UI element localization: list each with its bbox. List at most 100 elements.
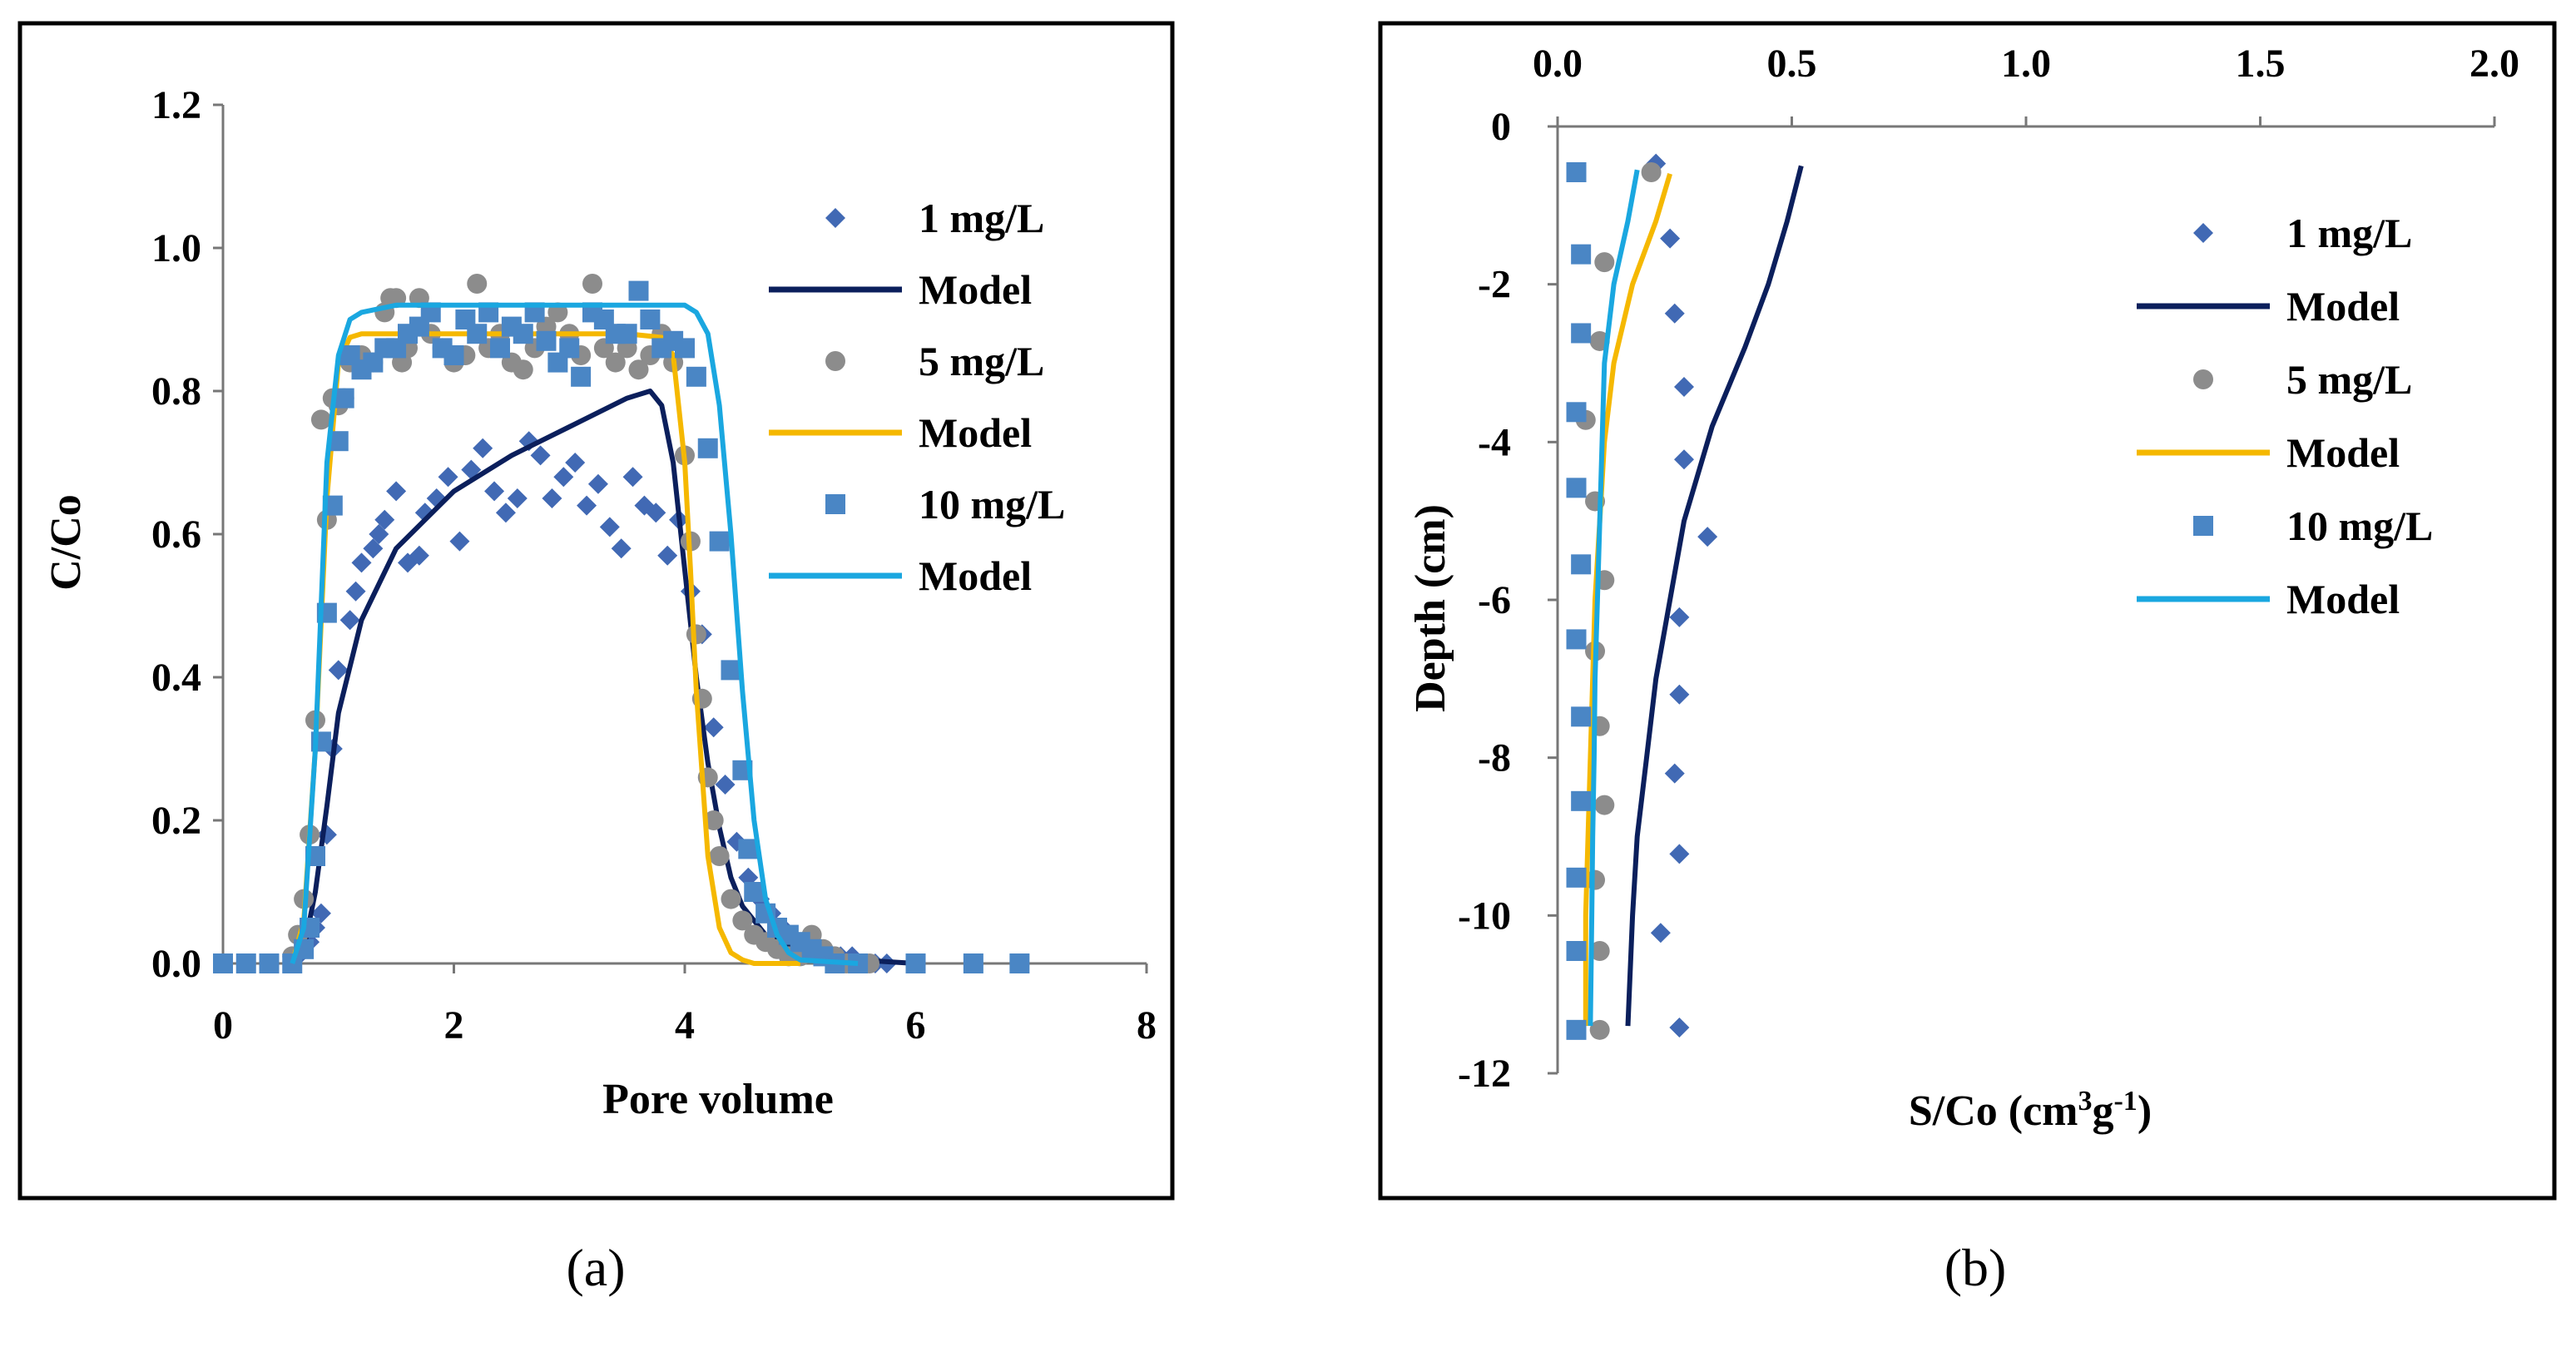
a-x-tick-label-0: 0	[213, 1003, 233, 1047]
a-model-line-1	[290, 389, 916, 966]
b-y-tick-label-2: -4	[1478, 420, 1511, 464]
a-series4-point-11	[334, 388, 354, 409]
b-series0-point-2	[1664, 303, 1685, 324]
a-series0-point-32	[542, 488, 562, 508]
b-series0-point-8	[1664, 763, 1685, 784]
a-series0-point-31	[530, 445, 551, 466]
a-series0-point-46	[703, 717, 724, 738]
b-series4-point-0	[1566, 162, 1587, 183]
b-series2-point-11	[1589, 1019, 1610, 1040]
a-series4-point-48	[744, 882, 765, 902]
a-series2-point-36	[582, 274, 602, 294]
b-series0-point-10	[1650, 923, 1671, 943]
a-series0-point-24	[449, 531, 470, 552]
b-x-axis-label: S/Co (cm3g-1)	[1909, 1086, 2152, 1135]
a-series0-point-27	[484, 481, 505, 502]
a-series0-point-37	[599, 517, 620, 537]
a-series0-point-18	[386, 481, 407, 502]
b-series0-point-1	[1660, 228, 1681, 249]
b-series4-point-3	[1566, 402, 1587, 423]
a-series2-point-8	[310, 409, 331, 430]
b-y-axis-label: Depth (cm)	[1407, 504, 1454, 712]
b-x-tick-label-3: 1.5	[2236, 42, 2286, 86]
a-series4-point-29	[536, 330, 557, 351]
b-series2-point-1	[1594, 252, 1615, 273]
a-series0-point-29	[507, 488, 528, 508]
b-model-line-1	[1625, 165, 1804, 1027]
b-series0-point-3	[1674, 376, 1695, 397]
a-series4-point-32	[571, 366, 592, 387]
b-series4-point-5	[1571, 554, 1592, 575]
a-x-tick-label-2: 4	[675, 1003, 695, 1047]
b-legend-label-5: Model	[2286, 576, 2400, 622]
a-legend-label-3: Model	[919, 409, 1032, 456]
b-model-line-5	[1588, 169, 1640, 1027]
a-series0-point-36	[587, 473, 608, 494]
a-series0-point-13	[345, 581, 366, 602]
a-series0-point-15	[363, 538, 384, 559]
a-series2-point-51	[721, 889, 741, 909]
b-legend-label-2: 5 mg/L	[2286, 356, 2412, 403]
a-series4-point-25	[490, 338, 510, 359]
b-x-tick-label-2: 1.0	[2001, 42, 2051, 86]
a-series0-point-33	[553, 467, 574, 488]
a-series0-point-47	[715, 775, 736, 795]
b-series0-point-5	[1697, 527, 1718, 547]
b-series2-point-10	[1589, 941, 1610, 962]
b-y-tick-label-5: -10	[1458, 894, 1511, 938]
a-series0-point-34	[565, 453, 586, 473]
a-legend-label-2: 5 mg/L	[919, 338, 1044, 384]
a-legend-marker-0	[825, 208, 845, 228]
a-y-tick-label-4: 0.8	[151, 369, 201, 414]
a-series4-point-36	[617, 324, 637, 344]
a-series4-point-1	[235, 953, 256, 973]
a-series0-point-12	[339, 610, 360, 631]
a-series4-point-43	[697, 438, 718, 458]
b-y-tick-label-4: -8	[1478, 736, 1511, 780]
a-y-tick-label-3: 0.6	[151, 513, 201, 557]
a-series4-point-58	[963, 953, 983, 973]
a-series4-point-57	[905, 953, 926, 973]
b-legend-label-0: 1 mg/L	[2286, 210, 2412, 256]
b-series4-point-1	[1571, 244, 1592, 265]
b-series4-point-9	[1566, 867, 1587, 888]
a-legend-label-5: Model	[919, 552, 1032, 599]
panel-b-frame	[1378, 21, 2557, 1201]
a-series4-point-42	[686, 366, 706, 387]
b-series2-point-0	[1641, 162, 1662, 183]
a-x-tick-label-3: 6	[906, 1003, 926, 1047]
a-series0-point-35	[577, 495, 597, 516]
b-x-label-superscript: -1	[2113, 1086, 2137, 1117]
b-x-tick-label-4: 2.0	[2469, 42, 2519, 86]
a-series4-point-37	[628, 280, 649, 301]
b-legend-marker-0	[2193, 223, 2213, 243]
a-series4-point-2	[259, 953, 280, 973]
b-legend-marker-4	[2193, 516, 2213, 536]
a-model-line-5	[290, 302, 859, 966]
b-y-tick-label-6: -12	[1458, 1052, 1511, 1096]
chart-a: 0.0 0.2 0.4 0.6 0.8 1.0 1.2 0 2 4 6 8 Pore volume C/C…	[42, 83, 1157, 1123]
b-series4-point-7	[1571, 706, 1592, 727]
a-series0-point-28	[495, 503, 516, 523]
a-model-line-3	[290, 331, 800, 966]
a-series2-point-52	[732, 910, 753, 931]
a-x-tick-label-4: 8	[1137, 1003, 1157, 1047]
a-legend-marker-4	[825, 494, 845, 514]
a-series4-point-23	[467, 324, 488, 344]
b-legend-marker-2	[2193, 369, 2213, 389]
b-x-label-superscript: 3	[2078, 1086, 2092, 1117]
chart-b: 0.0 0.5 1.0 1.5 2.0 0 -2 -4 -6 -8 -10 -12 S/Co (cm3g…	[1407, 42, 2519, 1135]
a-y-tick-label-6: 1.2	[151, 83, 201, 127]
b-x-label-part: S/Co (cm	[1909, 1087, 2078, 1135]
a-series2-point-26	[467, 274, 488, 294]
b-y-tick-label-0: 0	[1491, 105, 1511, 149]
a-series0-point-16	[369, 524, 389, 544]
a-x-axis-label: Pore volume	[602, 1076, 834, 1123]
a-series2-point-50	[709, 846, 730, 866]
b-series0-point-4	[1674, 449, 1695, 470]
a-series4-point-44	[709, 531, 730, 552]
b-series4-point-11	[1566, 1019, 1587, 1040]
a-series0-point-39	[622, 467, 643, 488]
a-series4-point-31	[559, 338, 580, 359]
